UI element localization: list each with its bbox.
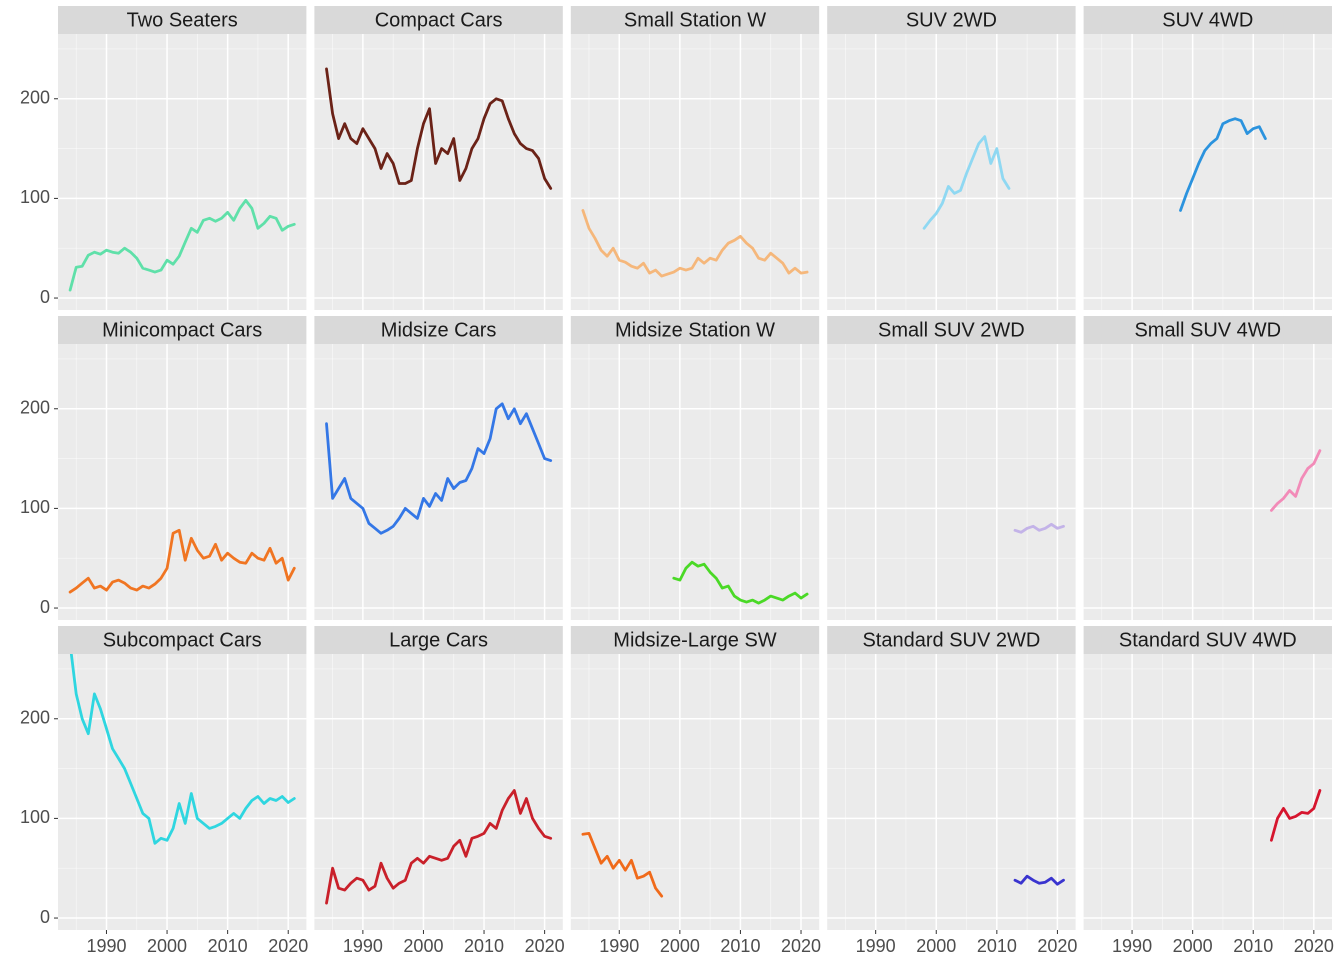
panel-background <box>1084 344 1332 620</box>
facet-title: Small Station W <box>624 9 766 31</box>
facet-title: Compact Cars <box>375 9 503 31</box>
x-tick-label: 2020 <box>268 936 308 956</box>
y-tick-label: 200 <box>20 88 50 108</box>
x-tick-label: 2020 <box>781 936 821 956</box>
facet-panel: Midsize-Large SW 1990 2000 2010 2020 <box>571 626 821 956</box>
facet-panel: Large Cars 1990 2000 2010 2020 <box>314 626 564 956</box>
y-tick-label: 0 <box>40 287 50 307</box>
x-tick-label: 1990 <box>599 936 639 956</box>
facet-title: Small SUV 4WD <box>1134 319 1281 341</box>
panel-background <box>58 34 306 310</box>
x-tick-label: 1990 <box>343 936 383 956</box>
facet-panel: Compact Cars <box>314 6 562 310</box>
y-tick-label: 0 <box>40 907 50 927</box>
facet-panel: SUV 2WD <box>827 6 1075 310</box>
facet-panel: Standard SUV 2WD 1990 2000 2010 2020 <box>827 626 1077 956</box>
facet-title: Subcompact Cars <box>103 629 262 651</box>
x-tick-label: 1990 <box>86 936 126 956</box>
x-tick-label: 2000 <box>147 936 187 956</box>
y-tick-label: 100 <box>20 807 50 827</box>
x-tick-label: 2020 <box>1294 936 1334 956</box>
facet-panel: Small SUV 2WD <box>827 316 1075 620</box>
panel-background <box>314 34 562 310</box>
facet-panel: Two Seaters 0 100 200 <box>20 6 306 310</box>
facet-title: Midsize Cars <box>381 319 497 341</box>
x-tick-label: 2010 <box>977 936 1017 956</box>
x-tick-label: 2020 <box>525 936 565 956</box>
x-tick-label: 2000 <box>403 936 443 956</box>
y-tick-label: 100 <box>20 497 50 517</box>
chart-svg: Two Seaters 0 100 200 Compact Cars Small Stat… <box>0 0 1344 960</box>
panel-background <box>827 34 1075 310</box>
facet-title: Midsize Station W <box>615 319 775 341</box>
facet-panel: Small SUV 4WD <box>1084 316 1332 620</box>
y-tick-label: 200 <box>20 708 50 728</box>
panel-background <box>571 34 819 310</box>
y-tick-label: 200 <box>20 398 50 418</box>
panel-background <box>571 344 819 620</box>
facet-panel: Midsize Cars <box>314 316 562 620</box>
facet-title: Minicompact Cars <box>102 319 262 341</box>
panel-background <box>314 344 562 620</box>
facet-title: Midsize-Large SW <box>613 629 777 651</box>
panel-background <box>314 654 562 930</box>
x-tick-label: 2010 <box>720 936 760 956</box>
x-tick-label: 1990 <box>1112 936 1152 956</box>
x-tick-label: 2010 <box>464 936 504 956</box>
facet-title: Standard SUV 2WD <box>862 629 1040 651</box>
facet-panel: Midsize Station W <box>571 316 819 620</box>
x-tick-label: 2000 <box>1173 936 1213 956</box>
x-tick-label: 2010 <box>1233 936 1273 956</box>
panel-background <box>827 344 1075 620</box>
x-tick-label: 1990 <box>856 936 896 956</box>
facet-title: Large Cars <box>389 629 488 651</box>
facet-panel: SUV 4WD <box>1084 6 1332 310</box>
facet-title: Two Seaters <box>127 9 238 31</box>
facet-title: SUV 2WD <box>906 9 997 31</box>
facet-panel: Subcompact Cars 0 100 200 1990 2000 2010 2020 <box>20 626 308 956</box>
facet-title: Small SUV 2WD <box>878 319 1025 341</box>
x-tick-label: 2000 <box>660 936 700 956</box>
facet-panel: Standard SUV 4WD 1990 2000 2010 2020 <box>1084 626 1334 956</box>
facet-grid-chart: Two Seaters 0 100 200 Compact Cars Small Stat… <box>0 0 1344 960</box>
panel-background <box>58 344 306 620</box>
facet-title: SUV 4WD <box>1162 9 1253 31</box>
panel-background <box>827 654 1075 930</box>
y-tick-label: 100 <box>20 187 50 207</box>
facet-panel: Minicompact Cars 0 100 200 <box>20 316 306 620</box>
panel-background <box>1084 34 1332 310</box>
x-tick-label: 2010 <box>208 936 248 956</box>
y-tick-label: 0 <box>40 597 50 617</box>
x-tick-label: 2000 <box>916 936 956 956</box>
panel-background <box>571 654 819 930</box>
facet-title: Standard SUV 4WD <box>1119 629 1297 651</box>
panel-background <box>1084 654 1332 930</box>
x-tick-label: 2020 <box>1037 936 1077 956</box>
facet-panel: Small Station W <box>571 6 819 310</box>
